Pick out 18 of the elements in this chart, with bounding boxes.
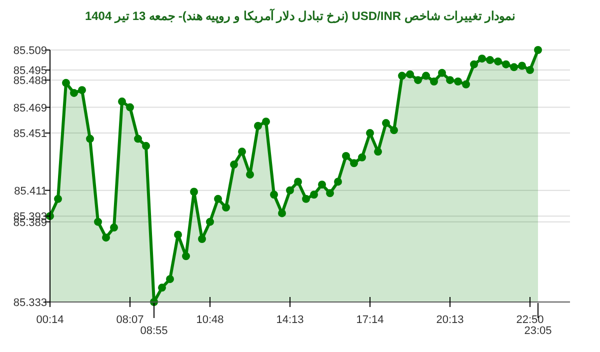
y-tick-label: 85.509 (13, 45, 47, 57)
chart-title: نمودار تغییرات شاخص USD/INR (نرخ تبادل دلار آمریکا و روپیه هند)- جمعه 13 تیر 1404 (84, 7, 516, 24)
x-tick-label: 08:55 (140, 325, 168, 337)
y-tick-label: 85.488 (13, 75, 47, 88)
x-tick-label: 14:13 (276, 314, 304, 326)
x-tick-label: 10:48 (196, 314, 224, 326)
x-tick-label: 17:14 (356, 314, 384, 326)
x-tick-label: 08:07 (116, 314, 144, 326)
x-tick-label: 22:50 (516, 314, 544, 326)
y-tick-label: 85.451 (13, 128, 47, 140)
y-tick-label: 85.333 (13, 297, 47, 309)
x-tick-label: 00:14 (36, 314, 64, 326)
y-tick-label: 85.495 (13, 65, 47, 78)
x-tick-label: 20:13 (436, 314, 464, 326)
y-tick-label: 85.389 (13, 216, 47, 229)
y-tick-label: 85.411 (14, 185, 47, 198)
x-tick-label: 23:05 (524, 325, 552, 337)
y-tick-label: 85.469 (13, 102, 47, 114)
